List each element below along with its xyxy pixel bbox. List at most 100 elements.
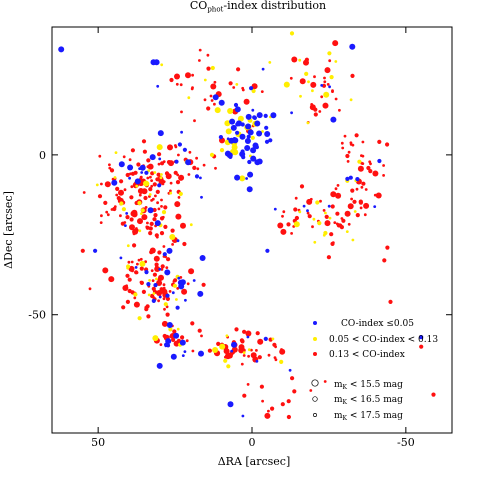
data-point (328, 85, 331, 89)
data-point (225, 128, 232, 135)
data-point (88, 287, 92, 291)
data-point (126, 266, 130, 270)
data-point (189, 223, 193, 227)
data-point (231, 341, 237, 348)
data-point (151, 197, 155, 201)
data-point (225, 334, 229, 338)
data-point (338, 223, 343, 228)
data-point (125, 172, 130, 178)
data-point (279, 359, 284, 364)
data-point (144, 270, 149, 275)
data-point (143, 180, 149, 187)
data-point (270, 406, 275, 411)
data-point (166, 247, 173, 254)
data-point (361, 181, 366, 186)
data-point (146, 221, 149, 225)
data-point (108, 276, 115, 283)
data-point (164, 342, 169, 347)
data-point (160, 173, 163, 176)
data-point (129, 224, 135, 231)
data-point (187, 96, 191, 100)
data-point (263, 336, 268, 341)
data-point (174, 159, 179, 164)
legend-marker-red (313, 352, 317, 356)
data-point (125, 212, 129, 215)
data-point (361, 140, 365, 144)
data-point (131, 269, 134, 273)
scatter-points (58, 31, 436, 420)
data-point (150, 269, 154, 272)
data-point (136, 162, 141, 167)
data-point (226, 364, 231, 369)
data-point (323, 230, 328, 236)
data-point (148, 193, 152, 196)
data-point (199, 176, 202, 180)
data-point (148, 231, 153, 236)
data-point (125, 273, 130, 278)
data-point (114, 151, 118, 155)
data-point (177, 276, 181, 280)
data-point (290, 232, 293, 235)
data-point (229, 118, 236, 125)
data-point (306, 121, 310, 125)
data-point (141, 214, 148, 221)
data-point (347, 222, 351, 226)
x-tick-label: -50 (397, 436, 415, 449)
data-point (177, 279, 184, 286)
data-point (319, 199, 322, 203)
data-point (329, 75, 334, 80)
data-point (124, 224, 127, 228)
data-point (202, 163, 206, 167)
data-point (118, 161, 125, 168)
data-point (323, 76, 326, 80)
data-point (283, 81, 290, 88)
data-point (242, 393, 247, 398)
data-point (95, 183, 99, 187)
data-point (353, 210, 357, 213)
data-point (244, 138, 251, 144)
data-point (322, 102, 329, 109)
data-point (236, 120, 242, 127)
data-point (224, 120, 231, 127)
data-point (134, 266, 138, 269)
data-point (268, 61, 272, 64)
data-point (154, 266, 161, 272)
data-point (345, 230, 349, 234)
data-point (216, 341, 221, 346)
data-point (335, 211, 340, 216)
data-point (168, 290, 172, 293)
data-point (302, 204, 306, 208)
data-point (180, 335, 185, 340)
data-point (137, 258, 141, 262)
data-point (149, 154, 156, 161)
data-point (307, 214, 312, 219)
data-point (171, 243, 175, 246)
data-point (177, 153, 180, 157)
data-point (241, 155, 246, 160)
data-point (156, 144, 163, 151)
data-point (162, 160, 166, 164)
data-point (299, 184, 305, 189)
data-point (344, 210, 351, 217)
data-point (347, 150, 351, 154)
data-point (175, 213, 182, 220)
data-point (201, 282, 206, 287)
data-point (264, 412, 271, 419)
data-point (129, 217, 134, 222)
data-point (377, 139, 382, 144)
data-point (157, 130, 164, 137)
data-point (197, 290, 204, 297)
data-point (360, 168, 363, 172)
data-point (254, 145, 259, 150)
data-point (118, 189, 124, 196)
data-point (147, 163, 154, 170)
data-point (317, 221, 322, 226)
data-point (146, 282, 151, 287)
data-point (206, 53, 210, 57)
data-point (141, 289, 146, 294)
data-point (154, 262, 159, 267)
data-point (102, 267, 109, 274)
data-point (206, 106, 211, 111)
data-point (311, 225, 314, 229)
data-point (219, 343, 226, 350)
